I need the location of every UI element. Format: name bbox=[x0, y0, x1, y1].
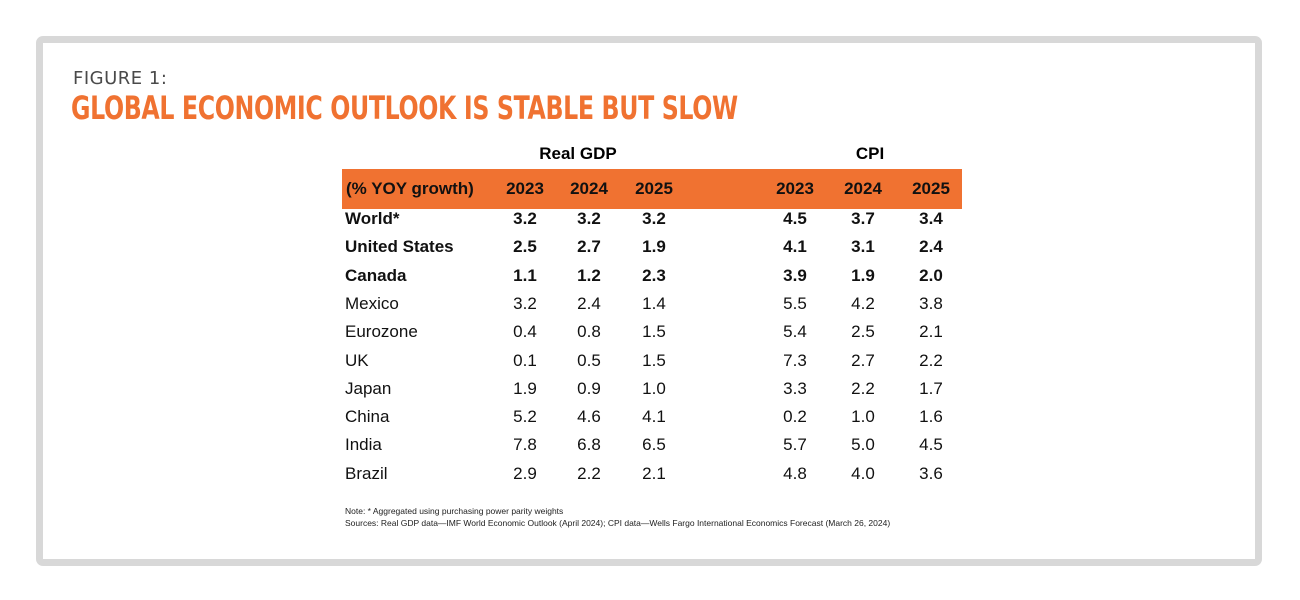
cpi-value-cell: 7.3 bbox=[783, 350, 807, 370]
gdp-value-cell: 2.5 bbox=[513, 237, 537, 257]
gdp-value-cell: 0.5 bbox=[577, 350, 601, 370]
gdp-value-cell: 7.8 bbox=[513, 435, 537, 455]
cpi-value-cell: 3.8 bbox=[919, 293, 943, 313]
column-header-cpi-2025: 2025 bbox=[912, 179, 950, 198]
gdp-value-cell: 0.4 bbox=[513, 322, 537, 342]
column-header-gdp-2024: 2024 bbox=[570, 179, 608, 198]
table-row: UK 0.1 0.5 1.5 7.3 2.7 2.2 bbox=[43, 351, 1043, 379]
row-country-label: Japan bbox=[345, 378, 392, 398]
cpi-value-cell: 4.2 bbox=[851, 293, 875, 313]
column-header-cpi-2024: 2024 bbox=[844, 179, 882, 198]
cpi-value-cell: 2.5 bbox=[851, 322, 875, 342]
cpi-value-cell: 5.7 bbox=[783, 435, 807, 455]
cpi-value-cell: 1.0 bbox=[851, 407, 875, 427]
cpi-value-cell: 2.2 bbox=[851, 378, 875, 398]
gdp-value-cell: 6.5 bbox=[642, 435, 666, 455]
row-country-label: World* bbox=[345, 209, 400, 228]
cpi-value-cell: 1.9 bbox=[851, 265, 875, 285]
cpi-value-cell: 5.4 bbox=[783, 322, 807, 342]
cpi-value-cell: 4.8 bbox=[783, 463, 807, 483]
row-country-label: China bbox=[345, 407, 390, 427]
row-country-label: UK bbox=[345, 350, 369, 370]
group-header-real-gdp: Real GDP bbox=[539, 144, 617, 163]
column-header-gdp-2025: 2025 bbox=[635, 179, 673, 198]
cpi-value-cell: 0.2 bbox=[783, 407, 807, 427]
cpi-value-cell: 4.0 bbox=[851, 463, 875, 483]
table-sources: Sources: Real GDP data—IMF World Economi… bbox=[345, 518, 891, 528]
figure-title: GLOBAL ECONOMIC OUTLOOK IS STABLE BUT SL… bbox=[71, 89, 738, 127]
gdp-value-cell: 6.8 bbox=[577, 435, 601, 455]
gdp-value-cell: 3.2 bbox=[642, 209, 666, 228]
cpi-value-cell: 2.2 bbox=[919, 350, 943, 370]
column-header-cpi-2023: 2023 bbox=[776, 179, 814, 198]
row-country-label: Canada bbox=[345, 265, 407, 285]
cpi-value-cell: 2.0 bbox=[919, 265, 943, 285]
gdp-value-cell: 1.9 bbox=[513, 378, 537, 398]
cpi-value-cell: 3.4 bbox=[919, 209, 943, 228]
gdp-value-cell: 5.2 bbox=[513, 407, 537, 427]
cpi-value-cell: 5.0 bbox=[851, 435, 875, 455]
row-header-label: (% YOY growth) bbox=[346, 179, 474, 198]
figure-label: FIGURE 1: bbox=[73, 68, 168, 89]
cpi-value-cell: 4.1 bbox=[783, 237, 807, 257]
table-row: United States 2.5 2.7 1.9 4.1 3.1 2.4 bbox=[43, 237, 1043, 265]
cpi-value-cell: 3.6 bbox=[919, 463, 943, 483]
gdp-value-cell: 2.1 bbox=[642, 463, 666, 483]
cpi-value-cell: 2.4 bbox=[919, 237, 943, 257]
row-country-label: Brazil bbox=[345, 463, 388, 483]
gdp-value-cell: 2.9 bbox=[513, 463, 537, 483]
gdp-value-cell: 2.3 bbox=[642, 265, 666, 285]
figure-frame: FIGURE 1: GLOBAL ECONOMIC OUTLOOK IS STA… bbox=[36, 36, 1262, 566]
gdp-value-cell: 1.2 bbox=[577, 265, 601, 285]
gdp-value-cell: 2.4 bbox=[577, 293, 601, 313]
cpi-value-cell: 5.5 bbox=[783, 293, 807, 313]
row-country-label: United States bbox=[345, 237, 454, 257]
table-row: Brazil 2.9 2.2 2.1 4.8 4.0 3.6 bbox=[43, 464, 1043, 492]
gdp-value-cell: 3.2 bbox=[577, 209, 601, 228]
gdp-value-cell: 0.8 bbox=[577, 322, 601, 342]
row-country-label: Mexico bbox=[345, 293, 399, 313]
table-row: Japan 1.9 0.9 1.0 3.3 2.2 1.7 bbox=[43, 379, 1043, 407]
gdp-value-cell: 1.4 bbox=[642, 293, 666, 313]
cpi-value-cell: 4.5 bbox=[783, 209, 807, 228]
table-row: Eurozone 0.4 0.8 1.5 5.4 2.5 2.1 bbox=[43, 322, 1043, 350]
column-header-gdp-2023: 2023 bbox=[506, 179, 544, 198]
table-note: Note: * Aggregated using purchasing powe… bbox=[345, 506, 564, 516]
group-header-cpi: CPI bbox=[855, 144, 885, 163]
gdp-value-cell: 0.1 bbox=[513, 350, 537, 370]
table-row: Canada 1.1 1.2 2.3 3.9 1.9 2.0 bbox=[43, 266, 1043, 294]
gdp-value-cell: 1.0 bbox=[642, 378, 666, 398]
cpi-value-cell: 3.3 bbox=[783, 378, 807, 398]
gdp-value-cell: 1.5 bbox=[642, 350, 666, 370]
row-country-label: Eurozone bbox=[345, 322, 418, 342]
gdp-value-cell: 3.2 bbox=[513, 209, 537, 228]
cpi-value-cell: 1.7 bbox=[919, 378, 943, 398]
cpi-value-cell: 1.6 bbox=[919, 407, 943, 427]
table-row: World* 3.2 3.2 3.2 4.5 3.7 3.4 bbox=[43, 209, 1043, 237]
row-country-label: India bbox=[345, 435, 382, 455]
cpi-value-cell: 2.1 bbox=[919, 322, 943, 342]
gdp-value-cell: 1.5 bbox=[642, 322, 666, 342]
cpi-value-cell: 3.9 bbox=[783, 265, 807, 285]
gdp-value-cell: 2.7 bbox=[577, 237, 601, 257]
gdp-value-cell: 2.2 bbox=[577, 463, 601, 483]
cpi-value-cell: 4.5 bbox=[919, 435, 943, 455]
gdp-value-cell: 3.2 bbox=[513, 293, 537, 313]
gdp-value-cell: 1.1 bbox=[513, 265, 537, 285]
cpi-value-cell: 2.7 bbox=[851, 350, 875, 370]
table-row: India 7.8 6.8 6.5 5.7 5.0 4.5 bbox=[43, 435, 1043, 463]
gdp-value-cell: 4.1 bbox=[642, 407, 666, 427]
table-row: China 5.2 4.6 4.1 0.2 1.0 1.6 bbox=[43, 407, 1043, 435]
table-header-band bbox=[342, 169, 962, 209]
gdp-value-cell: 4.6 bbox=[577, 407, 601, 427]
cpi-value-cell: 3.1 bbox=[851, 237, 875, 257]
table-row: Mexico 3.2 2.4 1.4 5.5 4.2 3.8 bbox=[43, 294, 1043, 322]
gdp-value-cell: 1.9 bbox=[642, 237, 666, 257]
gdp-value-cell: 0.9 bbox=[577, 378, 601, 398]
cpi-value-cell: 3.7 bbox=[851, 209, 875, 228]
